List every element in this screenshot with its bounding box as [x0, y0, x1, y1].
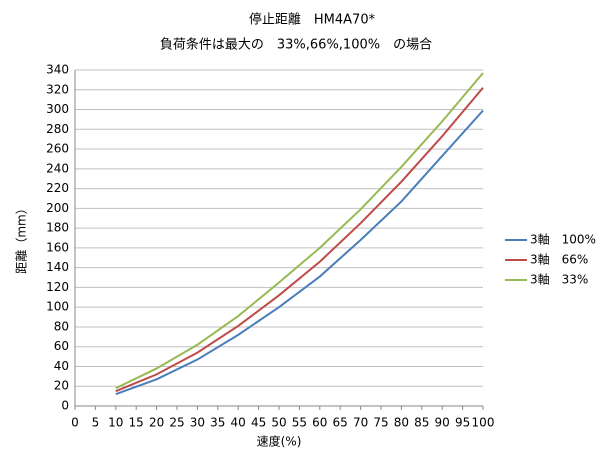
y-tick-label: 320 [46, 82, 69, 96]
series-line [115, 109, 484, 396]
x-tick-label: 30 [190, 416, 205, 430]
y-tick-label: 240 [46, 161, 69, 175]
x-tick-label: 0 [71, 416, 79, 430]
y-tick-label: 300 [46, 102, 69, 116]
series-line [115, 72, 484, 390]
y-axis-label: 距離（mm） [15, 202, 29, 273]
y-tick-label: 140 [46, 260, 69, 274]
chart-subtitle: 負荷条件は最大の 33%,66%,100% の場合 [160, 37, 432, 53]
legend-label: 3軸 66% [530, 253, 588, 267]
x-tick-label: 100 [472, 416, 495, 430]
y-tick-label: 280 [46, 122, 69, 136]
y-tick-label: 200 [46, 201, 69, 215]
y-tick-label: 0 [61, 399, 69, 413]
x-tick-label: 85 [414, 416, 429, 430]
y-tick-label: 260 [46, 142, 69, 156]
y-tick-label: 20 [54, 379, 69, 393]
x-tick-label: 55 [292, 416, 307, 430]
x-tick-label: 15 [129, 416, 144, 430]
y-tick-label: 60 [54, 339, 69, 353]
x-tick-label: 25 [169, 416, 184, 430]
y-tick-label: 100 [46, 300, 69, 314]
x-axis-label: 速度(%) [257, 434, 302, 449]
y-tick-label: 180 [46, 221, 69, 235]
x-tick-label: 45 [251, 416, 266, 430]
legend-label: 3軸 33% [530, 273, 588, 287]
x-tick-label: 5 [92, 416, 100, 430]
x-tick-label: 90 [435, 416, 450, 430]
x-tick-label: 65 [333, 416, 348, 430]
x-tick-label: 70 [353, 416, 368, 430]
x-tick-label: 35 [210, 416, 225, 430]
x-tick-label: 60 [312, 416, 327, 430]
x-tick-label: 40 [231, 416, 246, 430]
chart-title: 停止距離 HM4A70* [249, 12, 376, 28]
y-tick-label: 80 [54, 319, 69, 333]
x-tick-label: 80 [394, 416, 409, 430]
x-tick-label: 10 [108, 416, 123, 430]
series-line [115, 87, 484, 393]
x-tick-label: 95 [455, 416, 470, 430]
y-tick-label: 120 [46, 280, 69, 294]
y-tick-label: 340 [46, 63, 69, 77]
y-tick-label: 40 [54, 359, 69, 373]
x-tick-label: 20 [149, 416, 164, 430]
y-tick-label: 160 [46, 240, 69, 254]
x-tick-label: 75 [373, 416, 388, 430]
y-tick-label: 220 [46, 181, 69, 195]
legend-label: 3軸 100% [530, 233, 596, 247]
x-tick-label: 50 [271, 416, 286, 430]
